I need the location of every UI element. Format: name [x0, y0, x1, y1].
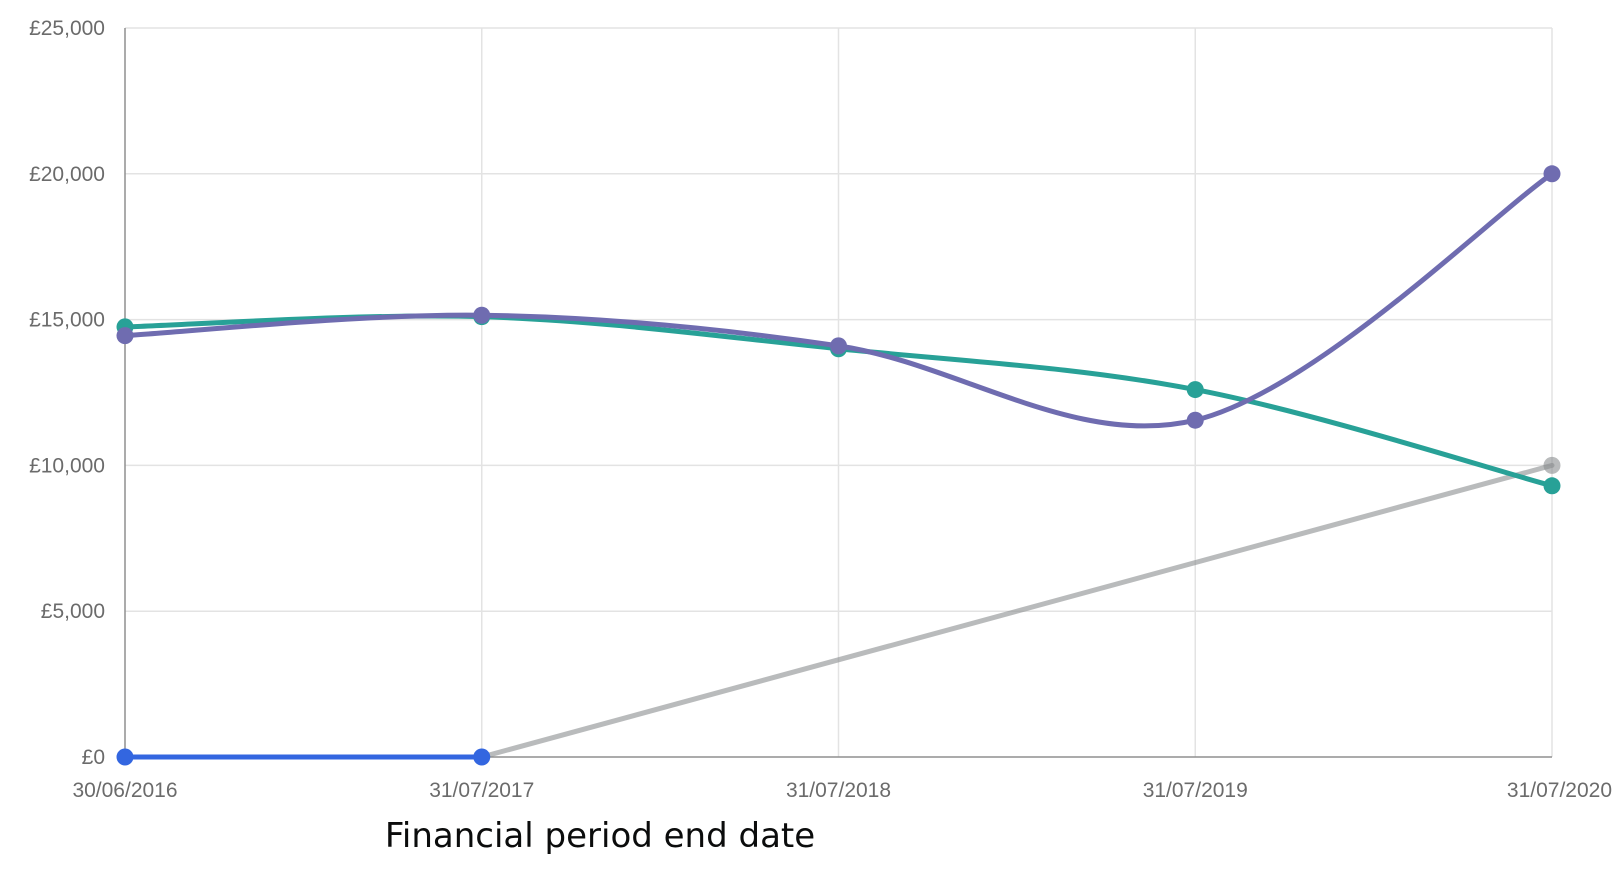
y-tick-label: £25,000	[29, 17, 105, 40]
tick-labels: £0 £5,000 £10,000 £15,000 £20,000 £25,000 30/0…	[29, 17, 1612, 802]
data-point	[1186, 381, 1204, 399]
data-point	[473, 748, 491, 766]
data-point	[1186, 411, 1204, 429]
data-point	[1543, 456, 1561, 474]
x-tick-label: 31/07/2017	[429, 779, 534, 802]
data-point	[1543, 165, 1561, 183]
series	[116, 165, 1561, 766]
series-1	[479, 456, 1561, 760]
data-point	[473, 306, 491, 324]
y-tick-label: £15,000	[29, 309, 105, 332]
y-tick-label: £10,000	[29, 454, 105, 477]
series-line	[122, 171, 1555, 429]
x-axis-title: Financial period end date	[385, 816, 815, 856]
x-tick-label: 31/07/2020	[1507, 779, 1612, 802]
series-4	[116, 165, 1561, 429]
data-point	[830, 337, 847, 355]
y-tick-label: £0	[82, 746, 105, 769]
y-tick-label: £20,000	[29, 163, 105, 186]
x-tick-label: 31/07/2019	[1143, 779, 1248, 802]
data-point	[1543, 477, 1561, 495]
series-2	[116, 748, 491, 766]
series-line	[479, 462, 1555, 760]
data-point	[116, 748, 134, 766]
y-tick-label: £5,000	[41, 600, 105, 623]
data-point	[116, 327, 134, 345]
grid	[125, 27, 1553, 757]
x-tick-label: 30/06/2016	[72, 779, 177, 802]
x-tick-label: 31/07/2018	[786, 779, 891, 802]
